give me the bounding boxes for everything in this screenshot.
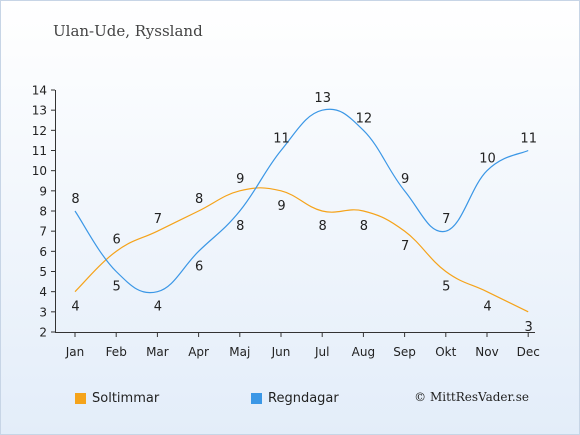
- data-label-rain: 4: [154, 300, 162, 315]
- data-label-rain: 7: [442, 212, 450, 227]
- data-label-rain: 10: [479, 152, 496, 167]
- data-label-rain: 8: [71, 192, 79, 207]
- legend-item-rain: Regndagar: [251, 390, 339, 406]
- y-tick-label: 11: [32, 144, 47, 158]
- data-label-sun: 8: [319, 219, 327, 234]
- x-tick-label: Okt: [435, 345, 456, 359]
- y-tick-label: 4: [39, 285, 47, 299]
- copyright-text: © MittResVader.se: [414, 390, 529, 404]
- chart-title: Ulan-Ude, Ryssland: [53, 22, 203, 40]
- data-label-sun: 7: [401, 239, 409, 254]
- y-tick-label: 3: [39, 305, 47, 319]
- data-label-sun: 3: [525, 320, 533, 335]
- data-label-sun: 9: [277, 199, 285, 214]
- data-label-sun: 6: [113, 232, 121, 247]
- data-label-sun: 8: [360, 219, 368, 234]
- x-tick-label: Dec: [517, 345, 540, 359]
- data-label-rain: 5: [113, 280, 121, 295]
- data-label-sun: 5: [442, 280, 450, 295]
- y-tick-label: 6: [39, 245, 47, 259]
- x-tick-label: Jun: [271, 345, 291, 359]
- data-label-rain: 6: [195, 259, 203, 274]
- legend-swatch-sun: [75, 392, 86, 404]
- y-tick-label: 2: [39, 326, 47, 340]
- x-tick-label: Nov: [475, 345, 498, 359]
- y-tick-label: 14: [32, 84, 47, 98]
- y-tick-label: 5: [39, 265, 47, 279]
- series-line-sun: [74, 187, 529, 313]
- x-tick-label: Maj: [229, 345, 250, 359]
- legend-label-sun: Soltimmar: [92, 390, 160, 406]
- data-label-rain: 8: [236, 219, 244, 234]
- legend-swatch-rain: [251, 392, 262, 404]
- data-label-sun: 7: [154, 212, 162, 227]
- series-line-rain: [74, 108, 529, 294]
- data-label-rain: 12: [356, 111, 373, 126]
- y-tick-label: 13: [32, 104, 47, 118]
- x-tick-label: Jul: [314, 345, 329, 359]
- legend-item-sun: Soltimmar: [75, 390, 159, 406]
- x-tick-label: Jan: [65, 345, 85, 359]
- x-tick-label: Aug: [352, 345, 375, 359]
- data-label-rain: 11: [520, 132, 537, 147]
- y-tick-label: 10: [32, 164, 47, 178]
- y-tick-label: 12: [32, 124, 47, 138]
- legend-label-rain: Regndagar: [268, 390, 339, 406]
- y-tick-label: 8: [39, 205, 47, 219]
- y-tick-label: 7: [39, 225, 47, 239]
- data-label-rain: 11: [273, 132, 290, 147]
- x-tick-label: Sep: [393, 345, 416, 359]
- data-label-rain: 13: [314, 91, 331, 106]
- data-label-sun: 4: [483, 300, 491, 315]
- data-label-rain: 9: [401, 172, 409, 187]
- data-label-sun: 9: [236, 172, 244, 187]
- x-tick-label: Feb: [106, 345, 127, 359]
- x-tick-label: Mar: [146, 345, 169, 359]
- y-tick-label: 9: [39, 184, 47, 198]
- x-tick-label: Apr: [188, 345, 209, 359]
- data-label-sun: 4: [71, 300, 79, 315]
- data-label-sun: 8: [195, 192, 203, 207]
